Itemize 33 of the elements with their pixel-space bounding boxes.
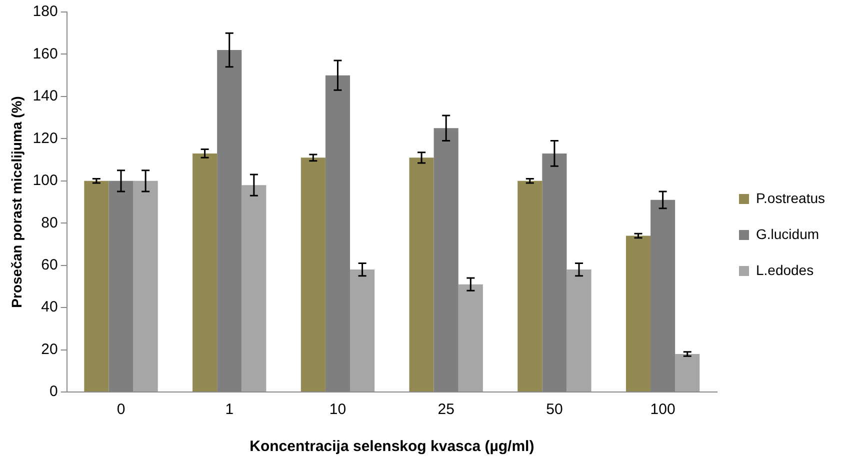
y-tick-label: 60 xyxy=(41,256,58,274)
y-tick-label: 100 xyxy=(32,172,58,190)
bar xyxy=(350,270,375,392)
bar xyxy=(133,180,158,392)
bar xyxy=(626,236,651,392)
x-tick-label: 1 xyxy=(225,401,234,418)
x-tick-label: 25 xyxy=(438,401,454,418)
legend-label: G.lucidum xyxy=(756,226,820,242)
bar xyxy=(409,158,434,392)
y-tick-label: 20 xyxy=(41,340,58,358)
x-tick-label: 0 xyxy=(116,401,126,418)
x-tick-label: 100 xyxy=(650,401,676,418)
y-tick-label: 0 xyxy=(49,383,58,400)
bar xyxy=(458,284,483,392)
y-tick-label: 140 xyxy=(32,88,58,105)
x-tick-label: 10 xyxy=(329,401,346,418)
bar xyxy=(300,158,326,392)
x-axis-title: Koncentracija selenskog kvasca (µg/ml) xyxy=(250,438,534,456)
bar xyxy=(84,180,109,392)
bar xyxy=(192,153,218,392)
y-tick-label: 160 xyxy=(32,45,58,62)
bar xyxy=(518,180,542,392)
y-axis-title: Prosečan porast micelijuma (%) xyxy=(8,96,24,308)
y-tick-label: 180 xyxy=(32,3,58,20)
bar xyxy=(566,270,592,392)
legend-label: P.ostreatus xyxy=(756,190,826,206)
y-tick-label: 40 xyxy=(41,298,58,316)
y-tick-label: 80 xyxy=(41,214,58,232)
y-tick-label: 120 xyxy=(32,130,58,147)
bar xyxy=(242,185,266,392)
bar xyxy=(675,354,700,392)
x-tick-label: 50 xyxy=(546,401,563,418)
legend-label: L.edodes xyxy=(756,262,814,278)
